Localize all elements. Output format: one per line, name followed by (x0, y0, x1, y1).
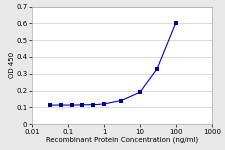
X-axis label: Recombinant Protein Concentration (ng/ml): Recombinant Protein Concentration (ng/ml… (46, 136, 198, 143)
Y-axis label: OD 450: OD 450 (9, 52, 15, 78)
